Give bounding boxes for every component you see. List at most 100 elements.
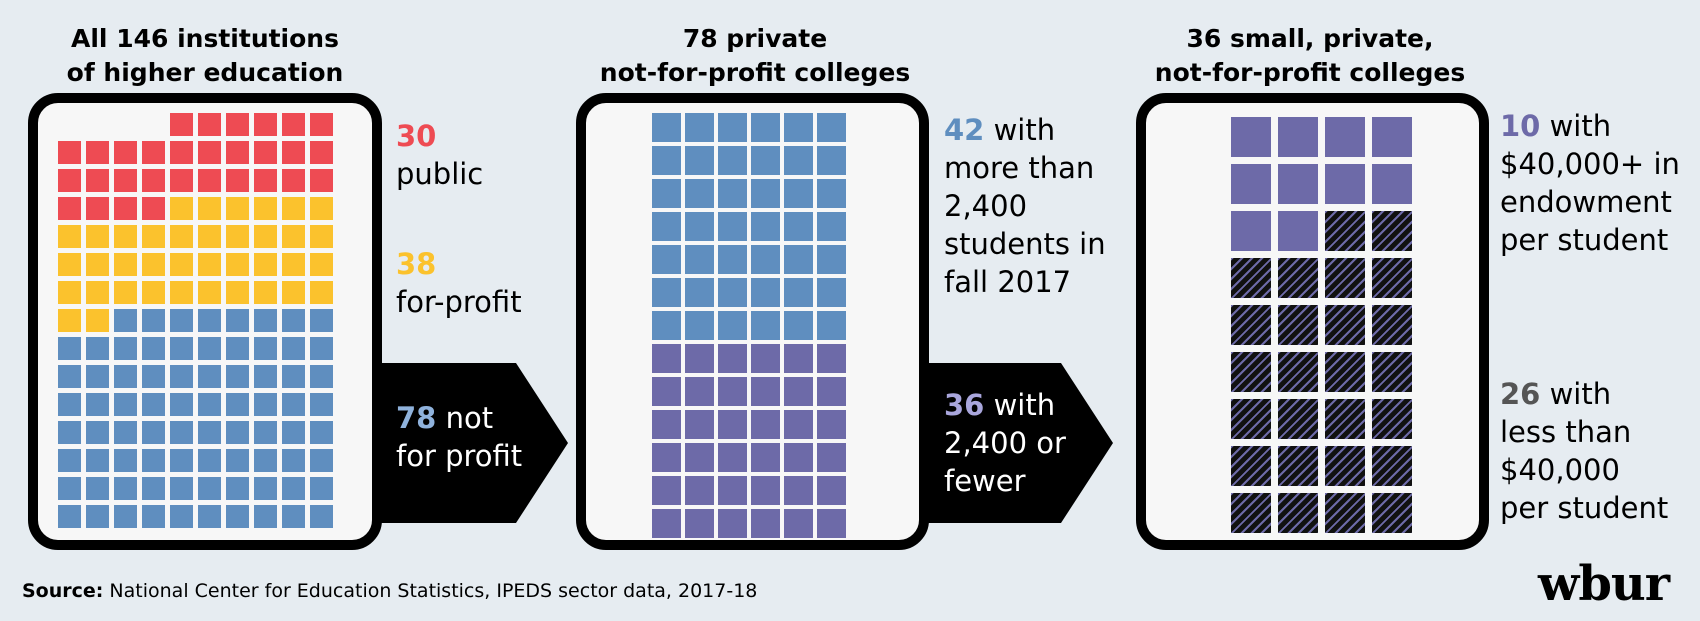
waffle-cell-not-for-profit [310,449,333,472]
large-line4: students in [944,227,1106,261]
panel1-title: All 146 institutions of higher education [40,22,370,90]
waffle-cell-not-for-profit [86,505,109,528]
waffle-cell-public [282,169,305,192]
waffle-cell-for-profit [58,281,81,304]
not-for-profit-first: not [436,401,494,435]
waffle-cell-not-for-profit [170,393,193,416]
waffle-cell-not-for-profit [114,505,137,528]
waffle-cell-for-profit [114,225,137,248]
waffle-cell-public [170,141,193,164]
waffle-cell-large [685,311,714,340]
waffle-cell-for-profit [226,253,249,276]
for-profit-label: 38 for-profit [396,245,522,321]
waffle-cell-small [652,344,681,373]
waffle-cell-large [718,278,747,307]
waffle-cell-small [784,344,813,373]
waffle-cell-small [652,410,681,439]
for-profit-text: for-profit [396,285,522,319]
waffle-cell-small [751,476,780,505]
waffle-cell-large [784,212,813,241]
not-for-profit-count: 78 [396,401,437,435]
large-first: with [984,113,1056,147]
waffle-cell-for-profit [170,197,193,220]
poor-line1: 26 with [1500,375,1668,413]
waffle-cell-large [817,212,846,241]
waffle-cell-not-for-profit [254,309,277,332]
waffle-cell-not-for-profit [58,449,81,472]
waffle-cell-large [817,311,846,340]
waffle-cell-not-for-profit [142,505,165,528]
panel1-title-line1: All 146 institutions [71,24,339,53]
poor-count: 26 [1500,377,1541,411]
waffle-cell-public [142,141,165,164]
rich-line2: $40,000+ in [1500,147,1680,181]
waffle-cell-for-profit [226,225,249,248]
waffle-cell-not-for-profit [58,337,81,360]
waffle-cell-not-for-profit [282,505,305,528]
large-count: 42 [944,113,985,147]
waffle-cell-not-for-profit [170,449,193,472]
waffle-cell-small [718,410,747,439]
poor-endowment-label: 26 with less than $40,000 per student [1500,375,1668,527]
rich-endowment-label: 10 with $40,000+ in endowment per studen… [1500,107,1680,259]
waffle-cell-not-for-profit [310,365,333,388]
public-label: 30 public [396,117,483,193]
waffle-cell-public [226,169,249,192]
waffle-cell-small [652,443,681,472]
waffle-cell-for-profit [310,197,333,220]
waffle-cell-small [685,443,714,472]
waffle-cell-not-for-profit [226,309,249,332]
waffle-cell-large [817,278,846,307]
waffle-cell-small [718,509,747,538]
waffle-cell-for-profit [170,253,193,276]
waffle-cell-large [652,212,681,241]
waffle-cell-public [142,197,165,220]
waffle-cell-not-for-profit [198,505,221,528]
waffle-cell-not-for-profit [254,477,277,500]
waffle-cell-small [817,344,846,373]
waffle-cell-small [784,377,813,406]
not-for-profit-text: for profit [396,439,523,473]
waffle-cell-not-for-profit [282,309,305,332]
waffle-cell-low-endowment [1278,399,1318,439]
waffle-cell-rich-endowment [1278,164,1318,204]
large-line2: more than [944,151,1095,185]
waffle-cell-low-endowment [1372,305,1412,345]
waffle-cell-not-for-profit [142,393,165,416]
waffle-cell-public [226,113,249,136]
poor-first: with [1540,377,1612,411]
waffle-cell-not-for-profit [226,337,249,360]
waffle-cell-low-endowment [1231,305,1271,345]
waffle-cell-for-profit [86,281,109,304]
waffle-cell-large [685,146,714,175]
waffle-cell-not-for-profit [198,309,221,332]
waffle-cell-for-profit [142,253,165,276]
waffle-cell-small [652,509,681,538]
waffle-cell-not-for-profit [142,421,165,444]
waffle-cell-small [685,476,714,505]
waffle-cell-not-for-profit [58,505,81,528]
small-line3: fewer [944,464,1026,498]
wbur-logo: wbur [1538,556,1670,612]
waffle-cell-not-for-profit [310,309,333,332]
waffle-cell-large [652,146,681,175]
waffle-cell-not-for-profit [114,365,137,388]
waffle-cell-for-profit [310,281,333,304]
waffle-cell-large [784,146,813,175]
waffle-cell-public [254,141,277,164]
waffle-cell-public [86,169,109,192]
waffle-cell-not-for-profit [198,337,221,360]
waffle-cell-for-profit [86,309,109,332]
waffle-cell-for-profit [198,225,221,248]
waffle-cell-not-for-profit [198,421,221,444]
waffle-cell-small [751,377,780,406]
waffle-cell-not-for-profit [310,421,333,444]
waffle-cell-small [751,410,780,439]
large-colleges-label: 42 with more than 2,400 students in fall… [944,111,1106,301]
waffle-cell-low-endowment [1325,211,1365,251]
waffle-cell-public [142,169,165,192]
waffle-cell-not-for-profit [86,421,109,444]
waffle-cell-small [652,476,681,505]
panel3-title-line1: 36 small, private, [1186,24,1434,53]
waffle-cell-for-profit [142,225,165,248]
